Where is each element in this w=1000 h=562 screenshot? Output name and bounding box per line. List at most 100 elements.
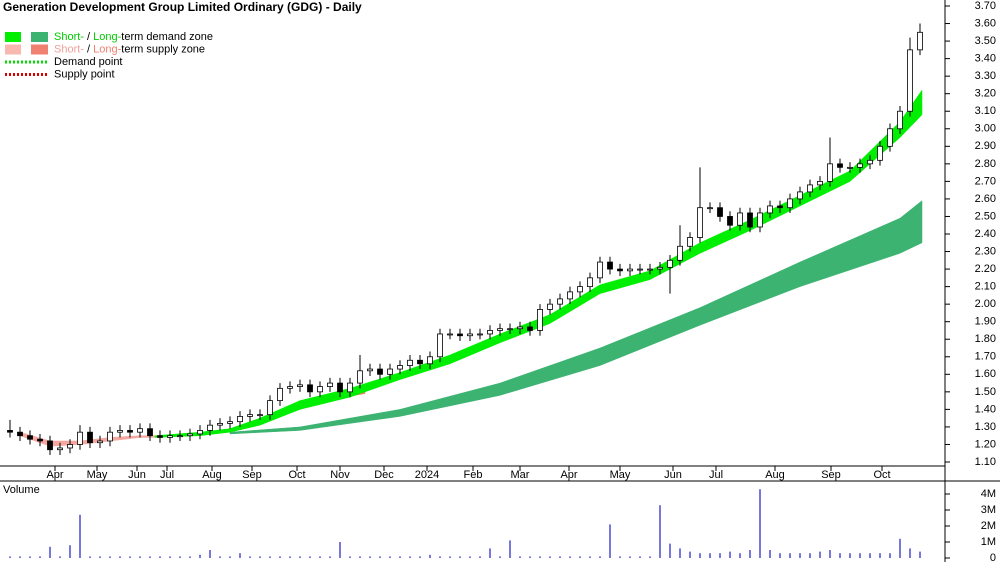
volume-bar <box>759 489 761 558</box>
x-tick-label: Aug <box>765 469 785 481</box>
candle-body <box>317 386 323 393</box>
volume-bar <box>379 556 381 558</box>
volume-bar <box>289 556 291 558</box>
candle-body <box>367 368 373 372</box>
legend-text: Long- <box>93 43 121 55</box>
candle-body <box>557 298 563 305</box>
legend-swatch <box>5 44 21 55</box>
price-panel: 1.10 1.20 1.30 1.40 1.50 1.60 1.70 1.80 1.90 2.00… <box>5 0 996 481</box>
candle-body <box>37 438 43 442</box>
legend-label: Short- / Long-term supply zone <box>54 43 205 55</box>
volume-bar <box>569 556 571 558</box>
x-tick-label: Sep <box>242 469 262 481</box>
volume-bar <box>599 556 601 558</box>
candle-body <box>877 145 883 161</box>
volume-bar <box>509 540 511 558</box>
volume-bar <box>409 556 411 558</box>
volume-bar <box>219 556 221 558</box>
volume-bar <box>739 553 741 558</box>
candle-body <box>347 382 353 393</box>
candle-body <box>637 268 643 271</box>
volume-bar <box>869 553 871 558</box>
volume-bar <box>109 556 111 558</box>
volume-bar <box>399 556 401 558</box>
y-tick-label: 2.10 <box>975 281 996 293</box>
y-tick-label: 2.40 <box>975 228 996 240</box>
volume-bar <box>99 556 101 558</box>
volume-bar <box>389 556 391 558</box>
volume-bar <box>519 556 521 558</box>
volume-bar <box>549 556 551 558</box>
volume-bar <box>629 556 631 558</box>
legend-text: / <box>84 31 93 43</box>
volume-bar <box>249 556 251 558</box>
volume-bar <box>499 556 501 558</box>
legend-swatch <box>31 32 48 42</box>
candle-body <box>617 268 623 272</box>
volume-bar <box>469 556 471 558</box>
candle-body <box>197 430 203 435</box>
y-tick-label: 2.60 <box>975 193 996 205</box>
y-tick-label: 2M <box>981 520 996 532</box>
candle-body <box>187 433 193 437</box>
x-tick-label: Dec <box>374 469 394 481</box>
legend-text: term demand zone <box>121 31 213 43</box>
y-tick-label: 1.10 <box>975 456 996 468</box>
candle-body <box>657 266 663 270</box>
volume-bar <box>319 556 321 558</box>
volume-bar <box>619 556 621 558</box>
volume-bar <box>659 505 661 558</box>
x-tick-label: Sep <box>821 469 841 481</box>
candle-body <box>97 440 103 444</box>
candle-body <box>257 414 263 417</box>
candle-body <box>327 382 333 387</box>
volume-bar <box>239 553 241 558</box>
candle-body <box>67 444 73 449</box>
volume-bar <box>429 554 431 558</box>
legend-text: Short- <box>54 31 84 43</box>
volume-bar <box>259 556 261 558</box>
candle-body <box>377 368 383 375</box>
y-tick-label: 1.20 <box>975 438 996 450</box>
candle-body <box>437 333 443 358</box>
candle-body <box>77 431 83 445</box>
candle-body <box>887 128 893 147</box>
volume-bar <box>169 556 171 558</box>
candle-body <box>337 382 343 393</box>
volume-bar <box>299 556 301 558</box>
x-tick-label: Oct <box>873 469 890 481</box>
y-tick-label: 1.60 <box>975 368 996 380</box>
volume-bar <box>819 551 821 558</box>
volume-bar <box>209 550 211 558</box>
candle-body <box>247 414 253 417</box>
candle-body <box>767 205 773 214</box>
legend-text: term supply zone <box>121 43 205 55</box>
candle-body <box>477 333 483 336</box>
candle-body <box>457 333 463 337</box>
candle-body <box>727 216 733 226</box>
candle-body <box>207 424 213 431</box>
legend-text: Demand point <box>54 56 123 68</box>
legend-swatch <box>5 32 21 42</box>
volume-bar <box>359 556 361 558</box>
candle-body <box>87 431 93 444</box>
volume-bar <box>19 556 21 558</box>
volume-bar <box>449 556 451 558</box>
candle-body <box>107 431 113 442</box>
candle-body <box>917 31 923 51</box>
volume-bar <box>729 551 731 558</box>
volume-bar <box>189 556 191 558</box>
y-tick-label: 3.40 <box>975 53 996 65</box>
candle-body <box>7 430 13 433</box>
y-tick-label: 2.00 <box>975 298 996 310</box>
y-tick-label: 3.30 <box>975 70 996 82</box>
y-tick-label: 0 <box>990 552 996 562</box>
volume-bar <box>419 556 421 558</box>
volume-bar <box>689 551 691 558</box>
y-tick-label: 3.10 <box>975 105 996 117</box>
candle-body <box>547 303 553 310</box>
legend-label: Supply point <box>54 68 115 80</box>
volume-bar <box>229 556 231 558</box>
candle-body <box>397 365 403 370</box>
